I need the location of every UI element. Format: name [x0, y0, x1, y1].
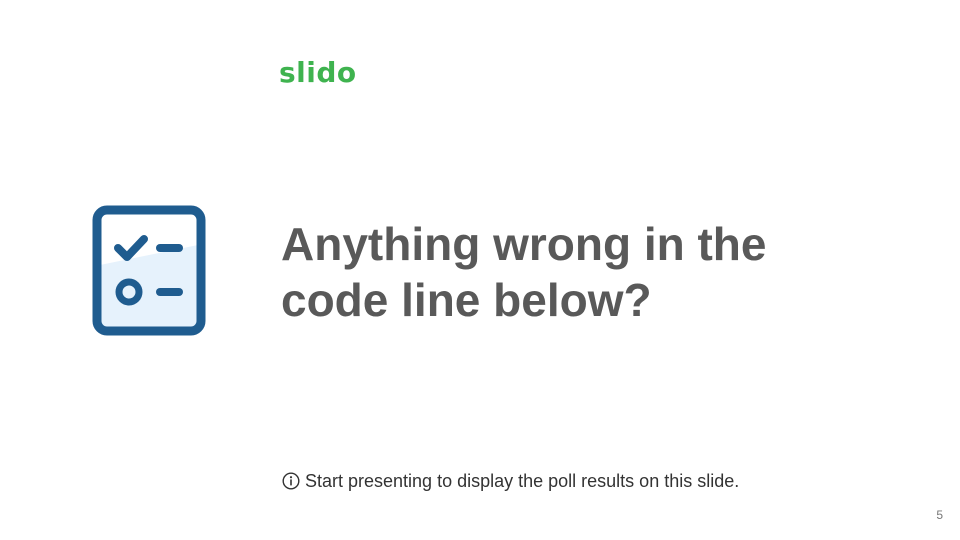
poll-checklist-icon — [92, 205, 206, 336]
slide-number: 5 — [936, 508, 943, 522]
poll-icon-frame — [92, 205, 206, 336]
radio-circle-icon — [115, 278, 143, 306]
poll-question-line-2: code line below? — [281, 274, 652, 326]
slido-logo: slido — [279, 56, 357, 89]
presenting-info: Start presenting to display the poll res… — [282, 469, 739, 493]
poll-question: Anything wrong in the code line below? — [281, 216, 921, 328]
presenting-info-text: Start presenting to display the poll res… — [305, 470, 740, 491]
info-circle-icon — [282, 472, 300, 490]
checkmark-icon — [114, 235, 148, 261]
poll-question-line-1: Anything wrong in the — [281, 218, 767, 270]
poll-icon-fill — [100, 245, 198, 329]
